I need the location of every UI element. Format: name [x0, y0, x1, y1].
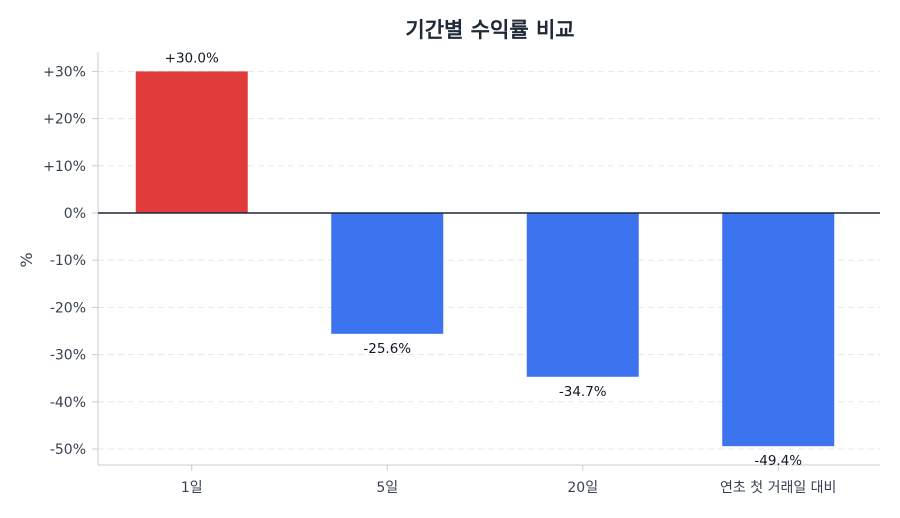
y-tick-labels: +30% +20% +10% 0% -10% -20% -30% -40% -50%: [43, 64, 86, 458]
chart-title: 기간별 수익률 비교: [405, 18, 574, 42]
y-tick-label: 0%: [64, 206, 86, 222]
axes: [92, 52, 880, 471]
x-tick-label: 연초 첫 거래일 대비: [720, 480, 836, 496]
y-tick-label: -10%: [50, 253, 86, 269]
bar: [135, 71, 248, 214]
y-tick-label: +20%: [43, 112, 86, 128]
data-label: +30.0%: [165, 50, 219, 66]
y-tick-label: -50%: [50, 442, 86, 458]
x-tick-labels: 1일 5일 20일 연초 첫 거래일 대비: [181, 480, 837, 496]
y-tick-label: -40%: [50, 395, 86, 411]
data-label: -49.4%: [754, 453, 802, 469]
x-tick-label: 1일: [181, 480, 203, 496]
x-tick-label: 5일: [376, 480, 398, 496]
data-label: -34.7%: [559, 384, 607, 400]
y-tick-label: +30%: [43, 64, 86, 80]
y-tick-label: -20%: [50, 300, 86, 316]
y-axis-label: %: [17, 252, 36, 267]
bar: [526, 213, 639, 377]
bars: [98, 71, 880, 447]
x-tick-label: 20일: [567, 480, 598, 496]
bar: [331, 213, 444, 334]
bar: [722, 213, 835, 447]
y-tick-label: -30%: [50, 348, 86, 364]
data-labels: +30.0% -25.6% -34.7% -49.4%: [165, 50, 803, 469]
data-label: -25.6%: [363, 341, 411, 357]
y-tick-label: +10%: [43, 159, 86, 175]
